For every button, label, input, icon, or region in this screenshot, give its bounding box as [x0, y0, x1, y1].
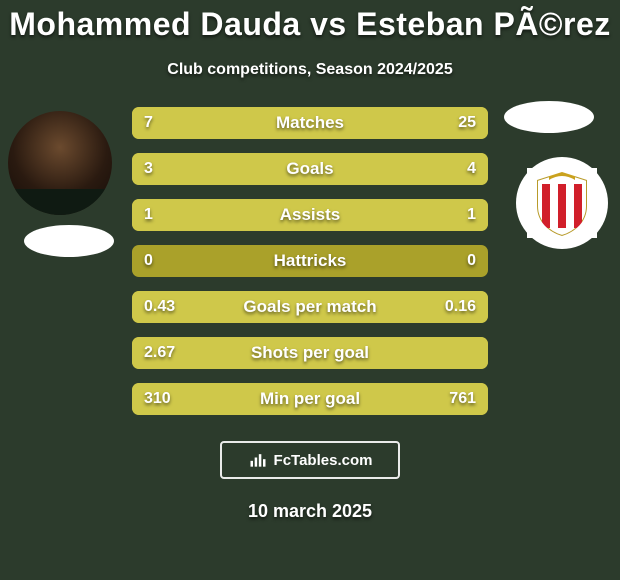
player-left-avatar	[8, 111, 112, 215]
stat-label: Matches	[132, 107, 488, 139]
stat-value-right: 761	[437, 383, 488, 415]
stat-row: 0.43Goals per match0.16	[132, 291, 488, 323]
stat-value-right: 0.16	[433, 291, 488, 323]
stat-row: 2.67Shots per goal	[132, 337, 488, 369]
stat-row: 0Hattricks0	[132, 245, 488, 277]
stat-row: 310Min per goal761	[132, 383, 488, 415]
stat-value-right: 1	[455, 199, 488, 231]
page-title: Mohammed Dauda vs Esteban PÃ©rez	[9, 6, 611, 43]
stat-value-right: 0	[455, 245, 488, 277]
stat-row: 7Matches25	[132, 107, 488, 139]
stat-rows: 7Matches25 3Goals4 1Assists1 0Hattricks0 0.4…	[132, 107, 488, 415]
player-left-flag	[24, 225, 114, 257]
stat-label: Min per goal	[132, 383, 488, 415]
stat-value-right: 4	[455, 153, 488, 185]
club-crest-icon	[527, 168, 597, 238]
player-right-club-badge	[516, 157, 608, 249]
stat-label: Goals	[132, 153, 488, 185]
stat-row: 1Assists1	[132, 199, 488, 231]
player-right-flag	[504, 101, 594, 133]
stat-label: Shots per goal	[132, 337, 488, 369]
comparison-area: 7Matches25 3Goals4 1Assists1 0Hattricks0 0.4…	[0, 107, 620, 427]
infographic: Mohammed Dauda vs Esteban PÃ©rez Club co…	[0, 0, 620, 580]
chart-bars-icon	[248, 450, 268, 470]
date-label: 10 march 2025	[248, 501, 372, 522]
stat-value-right: 25	[446, 107, 488, 139]
site-badge[interactable]: FcTables.com	[220, 441, 400, 479]
site-label: FcTables.com	[274, 452, 373, 469]
stat-row: 3Goals4	[132, 153, 488, 185]
stat-label: Hattricks	[132, 245, 488, 277]
stat-value-right	[464, 337, 488, 369]
subtitle: Club competitions, Season 2024/2025	[167, 61, 452, 79]
stat-label: Assists	[132, 199, 488, 231]
